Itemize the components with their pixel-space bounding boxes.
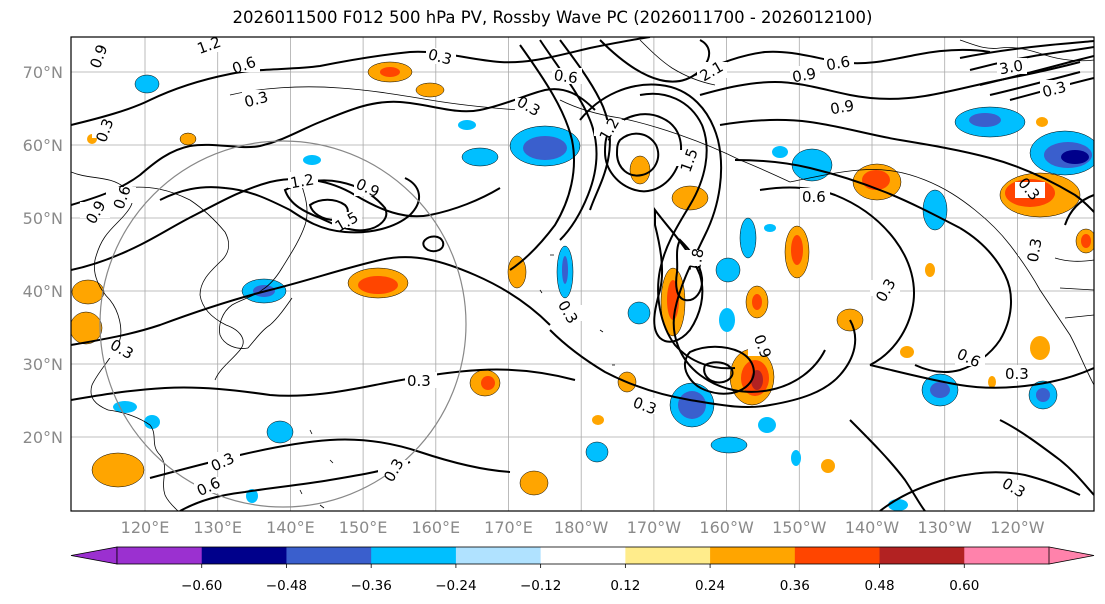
contour-label: 0.3 — [1024, 237, 1046, 264]
colorbar-tick-label: −0.12 — [520, 578, 561, 594]
colorbar-tick-label: 0.24 — [695, 578, 725, 594]
contour-label: 3.0 — [998, 56, 1025, 78]
lon-label: 150°E — [339, 518, 388, 537]
colorbar-tick-label: 0.60 — [949, 578, 979, 594]
colorbar-extend-min — [70, 546, 118, 565]
contour-label: 0.3 — [407, 372, 431, 390]
contour-label: 0.3 — [242, 88, 270, 112]
lon-label: 140°E — [266, 518, 315, 537]
lon-label: 130°E — [193, 518, 242, 537]
lon-label: 150°W — [772, 518, 827, 537]
colorbar-tick-label: −0.36 — [350, 578, 391, 594]
lat-label: 50°N — [23, 209, 63, 228]
longitude-labels: 120°E 130°E 140°E 150°E 160°E 170°E 180°W 170°W… — [121, 518, 1045, 537]
colorbar: −0.60 −0.48 −0.36 −0.24 −0.12 0.12 0.24 0.36 0.4… — [70, 546, 1095, 594]
contour-label: 0.3 — [1040, 78, 1068, 102]
lon-label: 180°W — [554, 518, 609, 537]
lat-label: 30°N — [23, 355, 63, 374]
lat-label: 70°N — [23, 63, 63, 82]
colorbar-segment — [286, 547, 372, 564]
lon-label: 160°W — [699, 518, 754, 537]
map-frame — [70, 36, 1095, 512]
contour-label: 0.6 — [553, 66, 579, 87]
colorbar-tick-label: 0.48 — [865, 578, 895, 594]
colorbar-tick-label: 0.36 — [780, 578, 810, 594]
colorbar-segment — [879, 547, 965, 564]
contour-label: 0.9 — [829, 96, 856, 118]
colorbar-tick-label: 0.12 — [610, 578, 640, 594]
colorbar-segment — [625, 547, 711, 564]
colorbar-segment — [540, 547, 626, 564]
lat-label: 40°N — [23, 282, 63, 301]
pv-contours — [71, 37, 1094, 511]
colorbar-tick-label: −0.60 — [181, 578, 222, 594]
contour-label: 0.3 — [426, 45, 454, 69]
colorbar-extend-max — [1048, 546, 1095, 565]
colorbar-segment — [117, 547, 203, 564]
colorbar-outline — [116, 546, 1050, 565]
latitude-labels: 70°N 60°N 50°N 40°N 30°N 20°N — [23, 63, 63, 447]
colorbar-tick-label: −0.24 — [435, 578, 476, 594]
colorbar-segment — [964, 547, 1050, 564]
contour-label: 0.6 — [825, 52, 852, 74]
colorbar-segment — [794, 547, 881, 564]
lon-label: 170°E — [484, 518, 533, 537]
lon-label: 120°E — [121, 518, 170, 537]
lat-label: 20°N — [23, 428, 63, 447]
colorbar-segment — [710, 547, 796, 564]
colorbar-segment — [201, 547, 287, 564]
contour-label: 0.3 — [1005, 365, 1029, 383]
contour-label: 0.6 — [802, 188, 826, 206]
contour-label: 1.2 — [289, 170, 316, 192]
contour-label: 0.9 — [791, 64, 818, 86]
contour-label-group: 1.2 0.6 0.3 0.3 0.6 0.3 1.2 2.1 0.9 0.6 … — [80, 37, 1070, 502]
colorbar-segment — [371, 547, 457, 564]
lon-label: 170°W — [627, 518, 682, 537]
range-circle — [99, 140, 467, 508]
lon-label: 140°W — [845, 518, 900, 537]
map-area — [71, 37, 1094, 511]
map-title: 2026011500 F012 500 hPa PV, Rossby Wave … — [232, 8, 873, 27]
lon-label: 130°W — [918, 518, 973, 537]
colorbar-segment — [455, 547, 542, 564]
lat-label: 60°N — [23, 136, 63, 155]
colorbar-tick-label: −0.48 — [266, 578, 307, 594]
contour-label: 1.8 — [686, 247, 708, 274]
lon-label: 160°E — [411, 518, 460, 537]
lon-label: 120°W — [990, 518, 1045, 537]
